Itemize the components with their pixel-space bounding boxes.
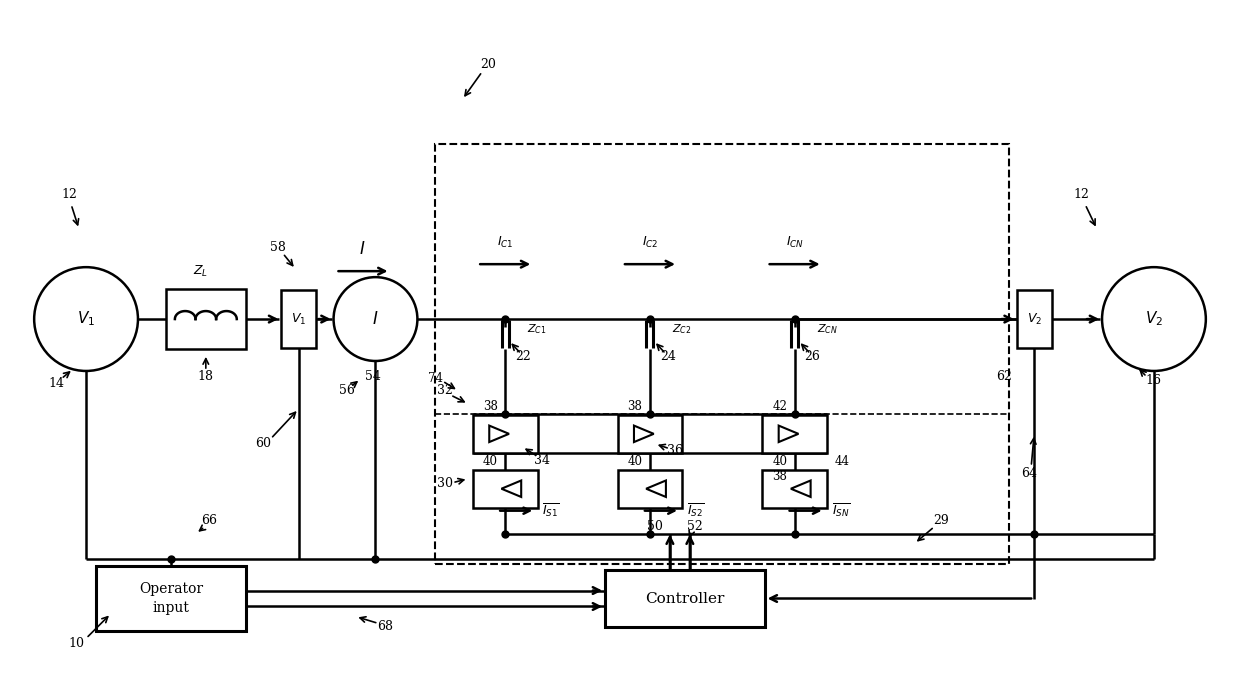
Text: 40: 40 <box>773 455 787 468</box>
Text: 12: 12 <box>61 188 77 201</box>
Text: $I_{CN}$: $I_{CN}$ <box>786 235 804 250</box>
Text: $Z_{C2}$: $Z_{C2}$ <box>672 322 692 336</box>
Bar <box>472 470 538 507</box>
Text: Controller: Controller <box>645 591 724 605</box>
Bar <box>605 570 765 628</box>
Text: $Z_L$: $Z_L$ <box>193 264 208 279</box>
Text: 18: 18 <box>198 370 213 384</box>
Circle shape <box>334 277 418 361</box>
Polygon shape <box>501 480 521 497</box>
Text: 74: 74 <box>428 373 443 385</box>
Text: $Z_{C1}$: $Z_{C1}$ <box>527 322 547 336</box>
Polygon shape <box>634 426 653 442</box>
Text: 68: 68 <box>377 620 393 633</box>
Text: 10: 10 <box>68 637 84 650</box>
Text: 30: 30 <box>438 477 454 490</box>
Bar <box>281 290 316 348</box>
Text: 40: 40 <box>482 455 497 468</box>
Text: input: input <box>153 601 190 616</box>
Text: 36: 36 <box>667 445 683 457</box>
Text: 42: 42 <box>773 401 787 413</box>
Polygon shape <box>779 426 799 442</box>
Text: 40: 40 <box>627 455 642 468</box>
Text: 64: 64 <box>1022 467 1037 480</box>
Bar <box>95 566 246 631</box>
Text: 29: 29 <box>934 514 950 527</box>
Text: 56: 56 <box>339 384 355 398</box>
Text: $\overline{I_{S2}}$: $\overline{I_{S2}}$ <box>687 502 704 519</box>
Text: 52: 52 <box>687 520 703 533</box>
Text: $Z_{CN}$: $Z_{CN}$ <box>817 322 837 336</box>
Bar <box>1017 290 1052 348</box>
Text: 62: 62 <box>996 370 1012 384</box>
Bar <box>618 415 682 453</box>
Text: $I_{C2}$: $I_{C2}$ <box>642 235 658 250</box>
Text: $I$: $I$ <box>360 240 366 258</box>
Text: 34: 34 <box>534 454 551 467</box>
Text: 22: 22 <box>516 350 531 363</box>
Text: 38: 38 <box>482 401 497 413</box>
Text: 66: 66 <box>201 514 217 527</box>
Text: 16: 16 <box>1146 375 1162 387</box>
Bar <box>618 470 682 507</box>
Text: 26: 26 <box>805 350 821 363</box>
Bar <box>763 470 827 507</box>
Bar <box>435 145 1009 563</box>
Text: $V_1$: $V_1$ <box>77 310 95 329</box>
Text: 12: 12 <box>1073 188 1089 201</box>
Text: $\overline{I_{S1}}$: $\overline{I_{S1}}$ <box>542 502 559 519</box>
Text: 14: 14 <box>48 377 64 391</box>
Circle shape <box>35 267 138 371</box>
Polygon shape <box>490 426 510 442</box>
Text: 38: 38 <box>773 470 787 483</box>
Bar <box>472 415 538 453</box>
Text: $\overline{I_{SN}}$: $\overline{I_{SN}}$ <box>832 502 849 519</box>
Polygon shape <box>646 480 666 497</box>
Text: $I_{C1}$: $I_{C1}$ <box>497 235 513 250</box>
Text: 50: 50 <box>647 520 663 533</box>
Text: 38: 38 <box>627 401 642 413</box>
Text: $V_2$: $V_2$ <box>1027 312 1042 326</box>
Text: 20: 20 <box>480 58 496 71</box>
Text: 60: 60 <box>254 438 270 450</box>
Text: 32: 32 <box>438 384 454 398</box>
Text: $V_2$: $V_2$ <box>1145 310 1163 329</box>
Text: $V_1$: $V_1$ <box>291 312 306 326</box>
Text: 24: 24 <box>660 350 676 363</box>
Bar <box>763 415 827 453</box>
Text: $I$: $I$ <box>372 310 378 328</box>
Text: 58: 58 <box>270 240 285 254</box>
Text: 44: 44 <box>835 455 851 468</box>
Polygon shape <box>791 480 811 497</box>
Circle shape <box>1102 267 1205 371</box>
Text: Operator: Operator <box>139 582 203 596</box>
Text: 54: 54 <box>365 370 381 384</box>
Bar <box>166 289 246 349</box>
